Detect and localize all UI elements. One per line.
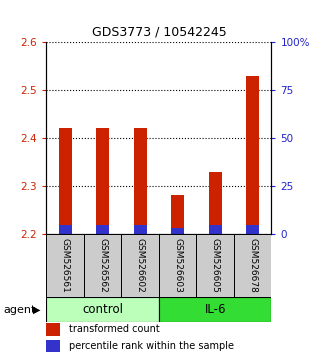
Text: GSM526603: GSM526603	[173, 238, 182, 293]
Text: GSM526605: GSM526605	[211, 238, 220, 293]
Text: IL-6: IL-6	[205, 303, 226, 316]
Bar	[96, 225, 109, 234]
Text: percentile rank within the sample: percentile rank within the sample	[69, 341, 234, 352]
Bar	[209, 225, 222, 234]
Bar	[46, 234, 84, 297]
Text: agent: agent	[3, 305, 36, 315]
Bar	[84, 234, 121, 297]
Text: ▶: ▶	[33, 305, 41, 315]
Bar	[196, 234, 234, 297]
Bar	[46, 340, 60, 353]
Text: GSM526678: GSM526678	[248, 238, 257, 293]
Bar	[59, 225, 71, 234]
Text: GSM526561: GSM526561	[61, 238, 70, 293]
Bar	[96, 128, 109, 234]
Text: transformed count: transformed count	[69, 325, 159, 335]
Bar	[171, 195, 184, 234]
Bar	[46, 324, 60, 336]
Bar	[121, 234, 159, 297]
Bar	[234, 234, 271, 297]
Bar	[159, 297, 271, 322]
Bar	[133, 128, 147, 234]
Text: control: control	[82, 303, 123, 316]
Bar	[59, 128, 71, 234]
Bar	[246, 225, 259, 234]
Text: GSM526602: GSM526602	[136, 238, 145, 293]
Bar	[159, 234, 196, 297]
Title: GDS3773 / 10542245: GDS3773 / 10542245	[91, 25, 226, 39]
Text: GSM526562: GSM526562	[98, 238, 107, 293]
Bar	[209, 172, 222, 234]
Bar	[133, 225, 147, 234]
Bar	[46, 297, 159, 322]
Bar	[246, 76, 259, 234]
Bar	[171, 228, 184, 234]
